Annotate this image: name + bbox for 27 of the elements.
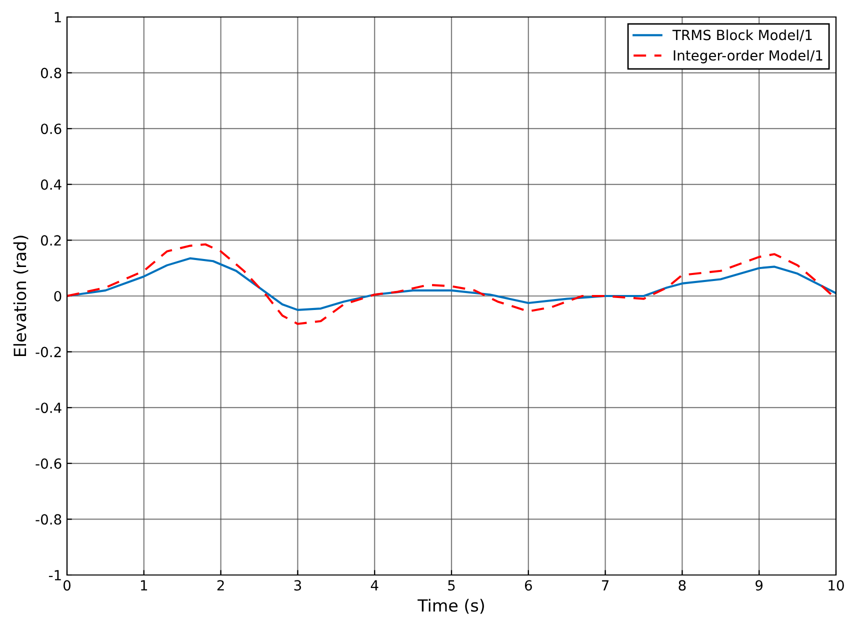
y-tick-label: 1 [54, 12, 61, 22]
x-tick-label: 8 [678, 580, 686, 591]
y-tick-label: 0.8 [40, 68, 62, 78]
y-tick-label: 0.6 [40, 124, 62, 134]
y-tick-label: -0.4 [36, 402, 62, 414]
y-tick-label: 0.2 [40, 235, 61, 246]
y-tick-label: 0.4 [40, 179, 62, 190]
y-tick-label: -1 [48, 570, 61, 580]
x-tick-label: 7 [602, 580, 609, 590]
x-tick-label: 4 [370, 580, 378, 590]
x-tick-label: 3 [294, 580, 302, 591]
y-tick-label: -0.8 [36, 514, 62, 525]
y-axis-title: Elevation (rad) [13, 236, 28, 356]
y-tick-label: 0 [54, 290, 62, 302]
y-tick-label: -0.6 [36, 458, 62, 469]
legend-label: Integer-order Model/1 [674, 50, 822, 64]
legend-label: TRMS Block Model/1 [672, 30, 812, 42]
line-series [67, 257, 836, 311]
y-tick-label: -0.2 [36, 346, 61, 358]
x-tick-label: 6 [524, 580, 532, 591]
x-tick-label: 9 [756, 580, 763, 591]
x-tick-label: 10 [828, 580, 844, 591]
x-tick-label: 2 [217, 580, 224, 590]
x-tick-label: 1 [141, 580, 148, 590]
x-axis-title: Time (s) [418, 598, 484, 614]
x-tick-label: 5 [448, 580, 455, 591]
x-tick-label: 0 [63, 580, 70, 591]
